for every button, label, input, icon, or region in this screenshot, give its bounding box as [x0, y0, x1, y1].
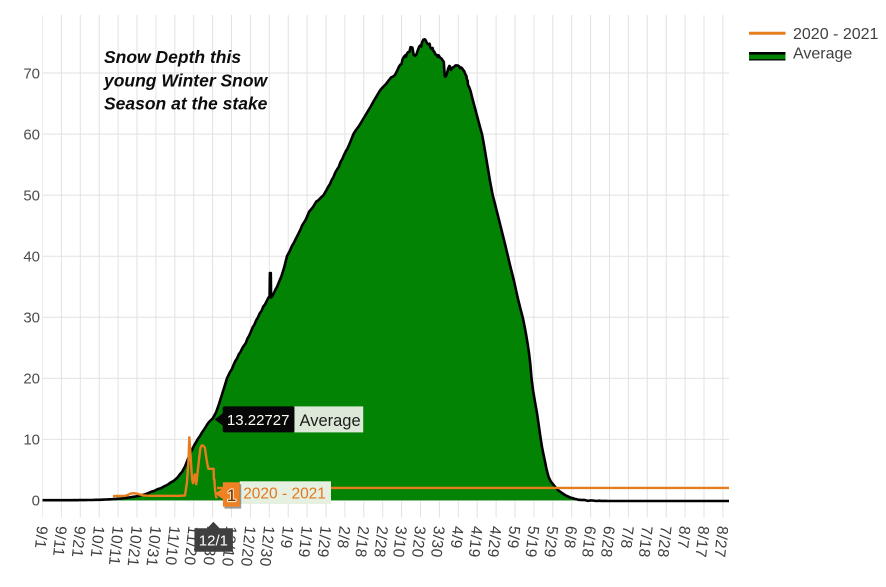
- svg-text:7/8: 7/8: [617, 525, 636, 549]
- svg-text:9/11: 9/11: [49, 525, 69, 557]
- svg-text:8/7: 8/7: [674, 525, 693, 549]
- svg-text:8/27: 8/27: [710, 525, 730, 558]
- svg-text:4/9: 4/9: [447, 525, 466, 549]
- svg-text:50: 50: [23, 187, 40, 204]
- svg-text:12/30: 12/30: [256, 525, 277, 567]
- svg-text:5/29: 5/29: [540, 525, 560, 558]
- svg-text:2/18: 2/18: [351, 525, 371, 558]
- svg-text:2/28: 2/28: [370, 525, 390, 558]
- svg-text:10: 10: [23, 432, 40, 449]
- svg-text:11/10: 11/10: [161, 525, 182, 566]
- svg-text:4/19: 4/19: [465, 525, 485, 558]
- svg-text:6/18: 6/18: [578, 525, 598, 558]
- svg-text:5/9: 5/9: [503, 525, 522, 549]
- svg-text:7/28: 7/28: [654, 525, 674, 558]
- svg-text:Season at the stake: Season at the stake: [104, 94, 268, 114]
- svg-text:30: 30: [23, 309, 40, 326]
- svg-text:2020 - 2021: 2020 - 2021: [243, 485, 326, 502]
- svg-text:Snow Depth this: Snow Depth this: [104, 47, 241, 67]
- svg-text:3/30: 3/30: [427, 525, 447, 558]
- svg-text:10/1: 10/1: [87, 525, 107, 558]
- svg-text:5/19: 5/19: [521, 525, 541, 558]
- svg-text:7/18: 7/18: [635, 525, 655, 558]
- svg-text:6/28: 6/28: [597, 525, 617, 558]
- svg-text:9/21: 9/21: [68, 525, 88, 558]
- svg-text:1/29: 1/29: [313, 525, 333, 558]
- svg-text:12/1: 12/1: [199, 533, 228, 550]
- svg-text:2020 - 2021: 2020 - 2021: [793, 26, 879, 43]
- svg-text:70: 70: [23, 65, 40, 82]
- svg-text:60: 60: [23, 126, 40, 143]
- svg-text:0: 0: [32, 493, 40, 510]
- svg-text:12/20: 12/20: [237, 525, 258, 567]
- svg-text:8/17: 8/17: [691, 525, 711, 558]
- svg-text:1/19: 1/19: [295, 525, 315, 558]
- svg-text:1/9: 1/9: [277, 525, 296, 549]
- svg-text:Average: Average: [793, 46, 852, 63]
- svg-text:10/11: 10/11: [105, 525, 126, 566]
- svg-text:3/20: 3/20: [408, 525, 428, 558]
- svg-text:10/21: 10/21: [124, 525, 145, 567]
- svg-text:Average: Average: [300, 412, 361, 430]
- svg-text:9/1: 9/1: [31, 525, 50, 549]
- svg-text:1: 1: [227, 486, 236, 505]
- svg-text:10/31: 10/31: [142, 525, 163, 567]
- svg-text:13.22727: 13.22727: [227, 412, 290, 429]
- svg-text:2/8: 2/8: [333, 525, 352, 549]
- svg-text:6/8: 6/8: [560, 525, 579, 549]
- svg-text:young Winter Snow: young Winter Snow: [103, 71, 269, 91]
- svg-text:4/29: 4/29: [484, 525, 504, 558]
- svg-text:3/10: 3/10: [389, 525, 409, 558]
- svg-text:40: 40: [23, 248, 40, 265]
- svg-text:20: 20: [23, 371, 40, 388]
- svg-text:1: 1: [227, 486, 236, 505]
